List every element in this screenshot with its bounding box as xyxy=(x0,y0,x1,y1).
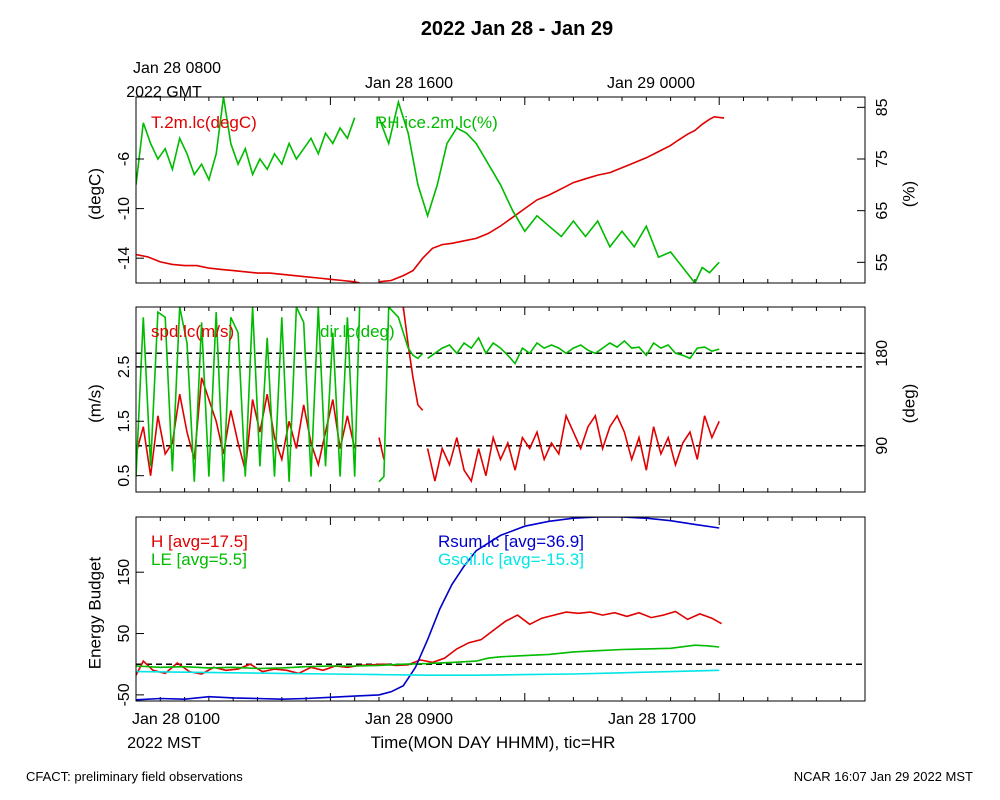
series-t-2m-lc-degc--segment-1 xyxy=(378,115,725,283)
series-dir-lc-deg--segment-1 xyxy=(378,307,424,483)
panel-frame xyxy=(135,306,866,493)
y2-tick-label: 180 xyxy=(874,340,891,367)
series-spd-lc-m-s--segment-2 xyxy=(402,307,424,411)
legend-entry: dir.lc(deg) xyxy=(320,322,395,341)
top-axis-subtitle: 2022 GMT xyxy=(126,84,202,101)
series-gsoil-lc-segment-0 xyxy=(136,669,720,676)
y-tick-label: -10 xyxy=(116,197,133,220)
series-rsum-lc-segment-0 xyxy=(136,517,720,701)
y-tick-label: 50 xyxy=(116,625,133,643)
top-axis-label-0: Jan 28 0800 xyxy=(133,60,221,77)
series-rh-ice-2m-lc--segment-0 xyxy=(136,97,356,185)
y-tick-label: -14 xyxy=(116,247,133,270)
y2-tick-label: 65 xyxy=(874,202,891,220)
panel-frame xyxy=(135,516,866,702)
y-axis-title: (m/s) xyxy=(85,384,104,423)
series-dir-lc-deg--segment-0 xyxy=(136,307,361,482)
y2-axis-title: (deg) xyxy=(899,384,918,424)
footer-right: NCAR 16:07 Jan 29 2022 MST xyxy=(794,769,973,784)
y2-tick-label: 85 xyxy=(874,98,891,116)
y-tick-label: -6 xyxy=(116,152,133,166)
legend-entry: LE [avg=5.5] xyxy=(151,550,247,569)
bottom-axis-subtitle: 2022 MST xyxy=(127,735,201,752)
panel-energy-budget: -50 50 150 Energy Budget H [avg=17.5]LE [avg… xyxy=(85,516,866,706)
y-tick-label: 1.5 xyxy=(116,410,133,432)
y-tick-label: -50 xyxy=(116,683,133,706)
y-tick-label: 0.5 xyxy=(116,464,133,486)
y2-tick-label: 75 xyxy=(874,150,891,168)
series-rh-ice-2m-lc--segment-1 xyxy=(378,99,720,283)
y-axis-title: Energy Budget xyxy=(85,556,104,669)
y-axis-title: (degC) xyxy=(85,168,104,220)
bottom-axis-label-1: Jan 28 0900 xyxy=(365,711,453,728)
top-axis-label-1: Jan 28 1600 xyxy=(365,75,453,92)
legend-entry: T.2m.lc(degC) xyxy=(151,113,257,132)
footer-left: CFACT: preliminary field observations xyxy=(26,769,243,784)
bottom-axis-label-2: Jan 28 1700 xyxy=(608,711,696,728)
series-dir-lc-deg--segment-2 xyxy=(427,336,720,365)
y2-axis-title: (%) xyxy=(899,181,918,207)
x-axis-title: Time(MON DAY HHMM), tic=HR xyxy=(371,733,616,752)
y-tick-label: 150 xyxy=(116,559,133,586)
y2-tick-label: 55 xyxy=(874,253,891,271)
legend-entry: RH.ice.2m.lc(%) xyxy=(375,113,498,132)
series-t-2m-lc-degc--segment-0 xyxy=(136,253,360,283)
y2-tick-label: 90 xyxy=(874,437,891,455)
panel-wind: 0.5 1.5 2.5 90 180 (m/s) (deg) spd.lc(m/s) dir.l… xyxy=(85,306,918,493)
bottom-axis-label-0: Jan 28 0100 xyxy=(132,711,220,728)
legend-entry: Gsoil.lc [avg=-15.3] xyxy=(438,550,584,569)
series-spd-lc-m-s--segment-1 xyxy=(378,437,385,460)
chart-title: 2022 Jan 28 - Jan 29 xyxy=(421,18,613,40)
top-axis-label-2: Jan 29 0000 xyxy=(607,75,695,92)
legend-entry: spd.lc(m/s) xyxy=(151,322,234,341)
legend-entry: Rsum.lc [avg=36.9] xyxy=(438,532,584,551)
panel-frame xyxy=(135,96,866,284)
legend-entry: H [avg=17.5] xyxy=(151,532,248,551)
series-spd-lc-m-s--segment-3 xyxy=(426,413,720,484)
series-le-segment-0 xyxy=(136,644,720,670)
series-h-segment-0 xyxy=(136,610,722,676)
panel-temperature-humidity: -14 -10 -6 55 65 75 85 (degC) (%) T.2m.lc(degC) RH… xyxy=(85,96,918,284)
y-tick-label: 2.5 xyxy=(116,356,133,378)
